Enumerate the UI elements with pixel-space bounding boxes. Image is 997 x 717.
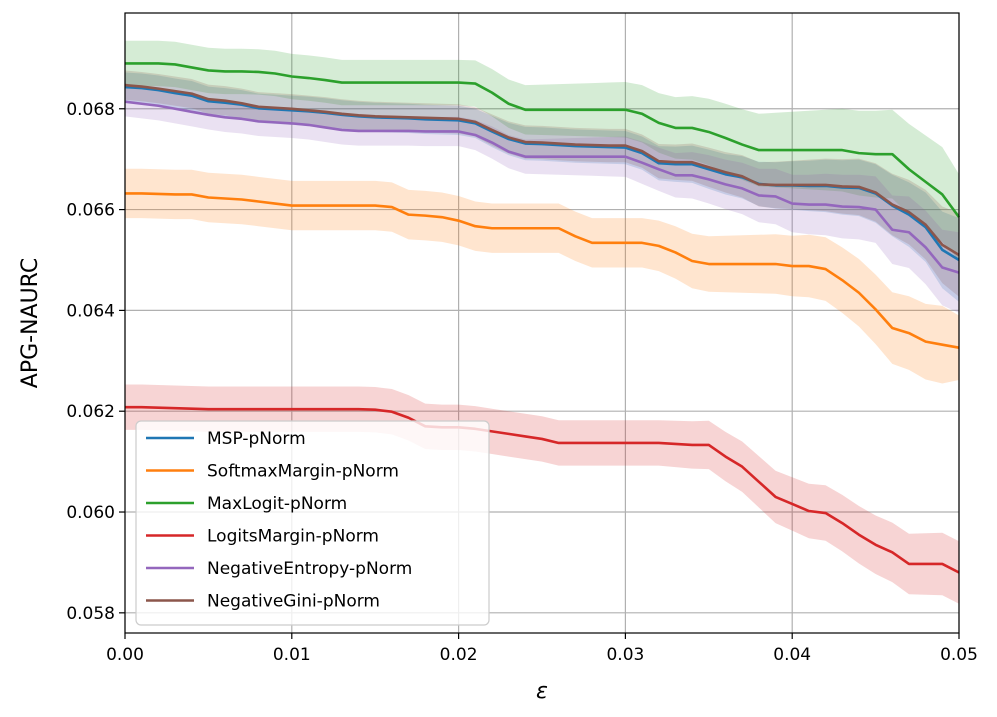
legend-label: LogitsMargin-pNorm xyxy=(207,527,379,547)
legend-label: MSP-pNorm xyxy=(207,429,306,449)
axis-ticks: 0.00 0.01 0.02 0.03 0.04 0.05 0.058 0.060 0.062 0… xyxy=(66,100,978,665)
y-tick-label: 0.064 xyxy=(66,301,115,321)
x-tick-label: 0.05 xyxy=(940,645,978,665)
confidence-band-3 xyxy=(125,384,959,604)
x-tick-label: 0.04 xyxy=(773,645,811,665)
y-axis-title: APG-NAURC xyxy=(18,258,43,388)
x-tick-label: 0.02 xyxy=(440,645,478,665)
y-tick-label: 0.068 xyxy=(66,100,115,120)
confidence-band-1 xyxy=(125,168,959,384)
y-tick-label: 0.062 xyxy=(66,402,115,422)
series-lines xyxy=(124,62,961,574)
x-tick-label: 0.03 xyxy=(606,645,644,665)
legend-label: SoftmaxMargin-pNorm xyxy=(207,462,399,482)
confidence-band-2 xyxy=(125,40,959,260)
confidence-band-4 xyxy=(125,87,959,313)
confidence-band-0 xyxy=(125,72,959,302)
legend-label: MaxLogit-pNorm xyxy=(207,494,347,514)
plot-frame xyxy=(124,12,960,634)
x-tick-label: 0.01 xyxy=(273,645,311,665)
x-tick-label: 0.00 xyxy=(106,645,144,665)
legend: MSP-pNorm SoftmaxMargin-pNorm MaxLogit-pNo… xyxy=(135,420,490,626)
legend-label: NegativeGini-pNorm xyxy=(207,592,380,612)
series-line-5 xyxy=(124,83,960,257)
series-line-4 xyxy=(124,100,960,274)
series-line-3 xyxy=(125,405,960,574)
y-tick-label: 0.058 xyxy=(66,604,115,624)
legend-label: NegativeEntropy-pNorm xyxy=(207,559,412,579)
series-line-1 xyxy=(125,192,960,349)
legend-box xyxy=(135,420,490,626)
y-tick-label: 0.060 xyxy=(66,503,115,523)
y-tick-label: 0.066 xyxy=(66,201,115,221)
confidence-bands xyxy=(125,40,959,604)
x-axis-title: ε xyxy=(536,679,548,704)
series-line-2 xyxy=(125,62,961,218)
confidence-band-5 xyxy=(125,70,959,297)
